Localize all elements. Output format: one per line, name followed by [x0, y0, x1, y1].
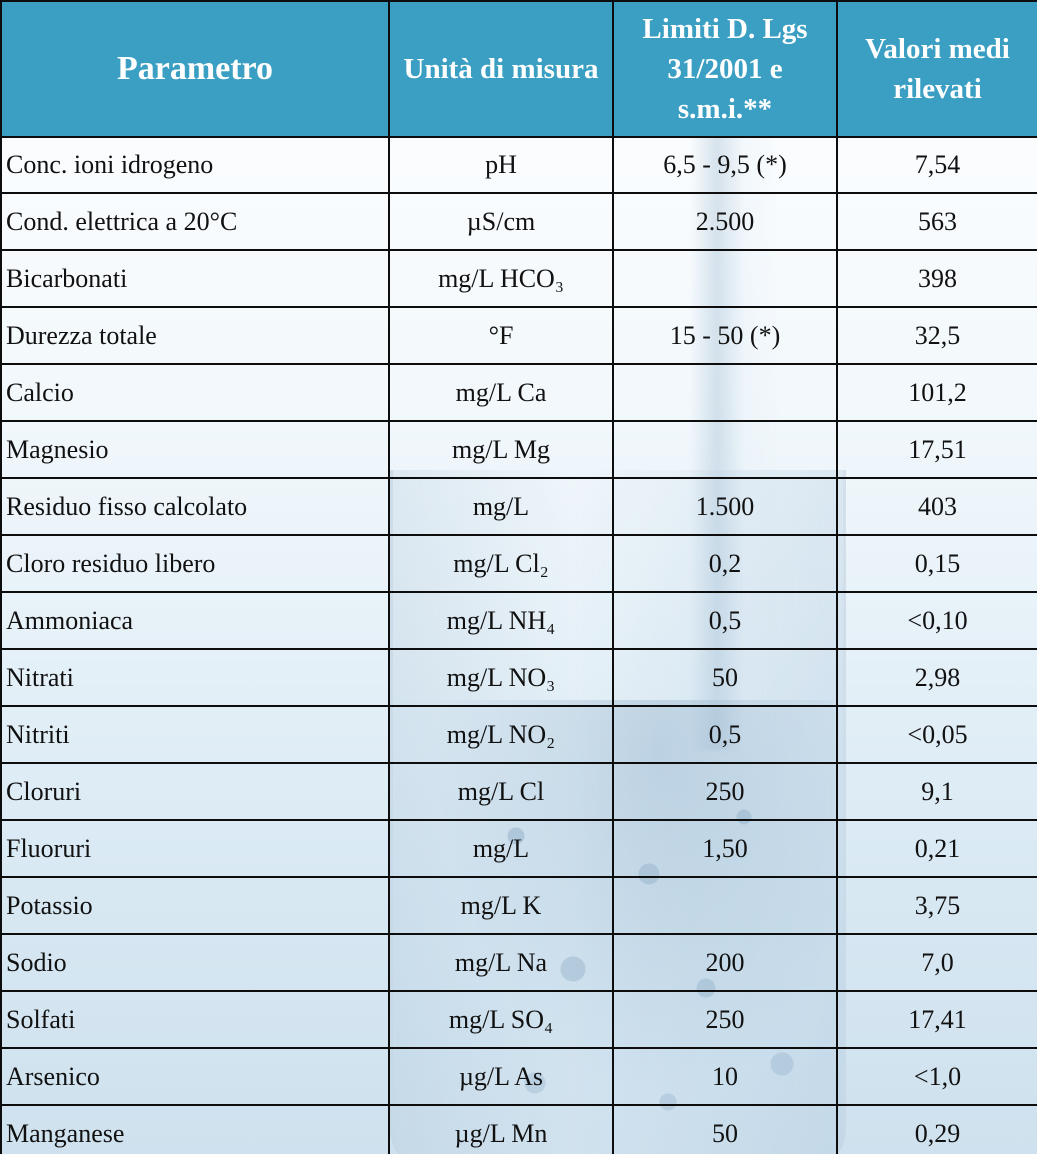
cell-limite: 250 — [612, 762, 838, 821]
cell-parametro: Potassio — [0, 876, 390, 935]
cell-unita: mg/L NO₂ — [388, 705, 614, 764]
table-row: Sodio mg/L Na 200 7,0 — [0, 933, 1037, 992]
cell-unita: mg/L NH₄ — [388, 591, 614, 650]
cell-limite: 50 — [612, 1104, 838, 1154]
cell-limite — [612, 876, 838, 935]
table-row: Calcio mg/L Ca 101,2 — [0, 363, 1037, 422]
table-row: Fluoruri mg/L 1,50 0,21 — [0, 819, 1037, 878]
header-valori-medi: Valori medi rilevati — [836, 0, 1037, 138]
cell-unita: mg/L SO₄ — [388, 990, 614, 1049]
cell-unita: µg/L As — [388, 1047, 614, 1106]
table-row: Nitrati mg/L NO₃ 50 2,98 — [0, 648, 1037, 707]
table-row: Cond. elettrica a 20°C µS/cm 2.500 563 — [0, 192, 1037, 251]
cell-unita: mg/L Ca — [388, 363, 614, 422]
cell-limite: 10 — [612, 1047, 838, 1106]
header-limiti: Limiti D. Lgs 31/2001 e s.m.i.** — [612, 0, 838, 138]
cell-limite — [612, 363, 838, 422]
cell-limite — [612, 420, 838, 479]
cell-limite: 1.500 — [612, 477, 838, 536]
cell-unita: pH — [388, 136, 614, 194]
cell-parametro: Bicarbonati — [0, 249, 390, 308]
cell-parametro: Ammoniaca — [0, 591, 390, 650]
cell-valore: 7,54 — [836, 136, 1037, 194]
cell-limite: 6,5 - 9,5 (*) — [612, 136, 838, 194]
cell-unita: mg/L K — [388, 876, 614, 935]
cell-parametro: Magnesio — [0, 420, 390, 479]
cell-unita: mg/L — [388, 819, 614, 878]
cell-valore: 9,1 — [836, 762, 1037, 821]
header-unita-di-misura: Unità di misura — [388, 0, 614, 138]
cell-parametro: Cond. elettrica a 20°C — [0, 192, 390, 251]
cell-valore: 32,5 — [836, 306, 1037, 365]
cell-valore: <1,0 — [836, 1047, 1037, 1106]
table-row: Bicarbonati mg/L HCO₃ 398 — [0, 249, 1037, 308]
cell-unita: µg/L Mn — [388, 1104, 614, 1154]
table-row: Arsenico µg/L As 10 <1,0 — [0, 1047, 1037, 1106]
table-row: Manganese µg/L Mn 50 0,29 — [0, 1104, 1037, 1154]
cell-unita: mg/L — [388, 477, 614, 536]
cell-parametro: Cloruri — [0, 762, 390, 821]
table-header-row: Parametro Unità di misura Limiti D. Lgs … — [0, 0, 1037, 138]
cell-valore: 0,15 — [836, 534, 1037, 593]
table-row: Cloruri mg/L Cl 250 9,1 — [0, 762, 1037, 821]
header-parametro: Parametro — [0, 0, 390, 138]
cell-unita: µS/cm — [388, 192, 614, 251]
table-row: Durezza totale °F 15 - 50 (*) 32,5 — [0, 306, 1037, 365]
cell-unita: mg/L Cl — [388, 762, 614, 821]
cell-limite: 15 - 50 (*) — [612, 306, 838, 365]
cell-parametro: Nitrati — [0, 648, 390, 707]
cell-parametro: Conc. ioni idrogeno — [0, 136, 390, 194]
table-row: Residuo fisso calcolato mg/L 1.500 403 — [0, 477, 1037, 536]
cell-valore: 0,29 — [836, 1104, 1037, 1154]
cell-limite: 1,50 — [612, 819, 838, 878]
cell-parametro: Cloro residuo libero — [0, 534, 390, 593]
table-row: Ammoniaca mg/L NH₄ 0,5 <0,10 — [0, 591, 1037, 650]
table-row: Solfati mg/L SO₄ 250 17,41 — [0, 990, 1037, 1049]
cell-parametro: Residuo fisso calcolato — [0, 477, 390, 536]
table-row: Conc. ioni idrogeno pH 6,5 - 9,5 (*) 7,54 — [0, 136, 1037, 194]
cell-limite: 200 — [612, 933, 838, 992]
cell-parametro: Fluoruri — [0, 819, 390, 878]
cell-unita: mg/L Na — [388, 933, 614, 992]
cell-valore: 7,0 — [836, 933, 1037, 992]
table-row: Potassio mg/L K 3,75 — [0, 876, 1037, 935]
cell-valore: 0,21 — [836, 819, 1037, 878]
cell-parametro: Solfati — [0, 990, 390, 1049]
cell-limite: 50 — [612, 648, 838, 707]
cell-parametro: Durezza totale — [0, 306, 390, 365]
cell-unita: °F — [388, 306, 614, 365]
cell-parametro: Sodio — [0, 933, 390, 992]
cell-parametro: Nitriti — [0, 705, 390, 764]
cell-parametro: Manganese — [0, 1104, 390, 1154]
cell-limite: 0,5 — [612, 591, 838, 650]
cell-valore: 563 — [836, 192, 1037, 251]
cell-valore: 17,41 — [836, 990, 1037, 1049]
cell-valore: <0,05 — [836, 705, 1037, 764]
cell-unita: mg/L Cl₂ — [388, 534, 614, 593]
cell-parametro: Arsenico — [0, 1047, 390, 1106]
cell-limite: 0,5 — [612, 705, 838, 764]
cell-unita: mg/L NO₃ — [388, 648, 614, 707]
cell-valore: 403 — [836, 477, 1037, 536]
cell-valore: 398 — [836, 249, 1037, 308]
cell-limite: 250 — [612, 990, 838, 1049]
cell-parametro: Calcio — [0, 363, 390, 422]
cell-limite: 0,2 — [612, 534, 838, 593]
cell-limite: 2.500 — [612, 192, 838, 251]
cell-valore: 3,75 — [836, 876, 1037, 935]
table-row: Cloro residuo libero mg/L Cl₂ 0,2 0,15 — [0, 534, 1037, 593]
cell-valore: 17,51 — [836, 420, 1037, 479]
cell-unita: mg/L HCO₃ — [388, 249, 614, 308]
cell-valore: 101,2 — [836, 363, 1037, 422]
cell-unita: mg/L Mg — [388, 420, 614, 479]
table-row: Nitriti mg/L NO₂ 0,5 <0,05 — [0, 705, 1037, 764]
cell-valore: <0,10 — [836, 591, 1037, 650]
cell-limite — [612, 249, 838, 308]
table-row: Magnesio mg/L Mg 17,51 — [0, 420, 1037, 479]
cell-valore: 2,98 — [836, 648, 1037, 707]
